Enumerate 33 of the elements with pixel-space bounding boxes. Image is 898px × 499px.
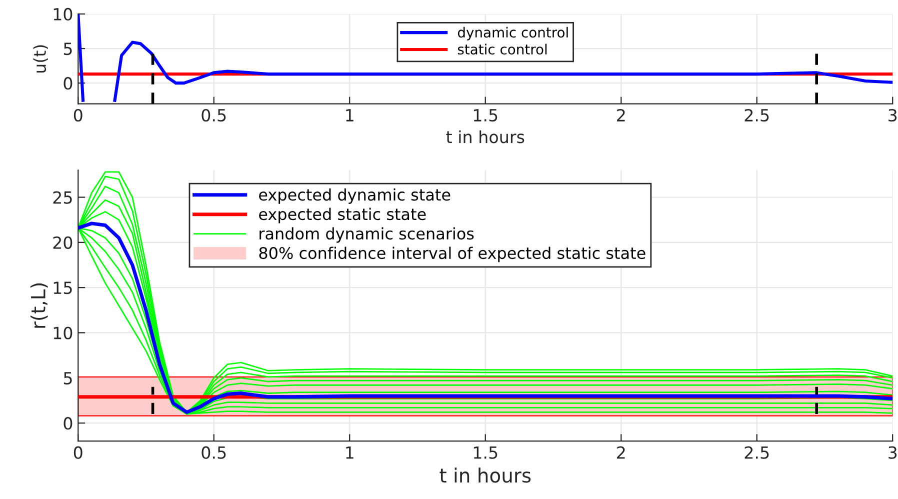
x-tick-label: 2.5 (744, 108, 769, 122)
legend-label: expected static state (259, 208, 426, 224)
y-axis-title: r(t,L) (30, 283, 48, 328)
x-tick-label: 1.5 (474, 446, 498, 459)
y-tick-label: 15 (54, 282, 72, 294)
y-axis-title: u(t) (33, 45, 48, 73)
legend-label: dynamic control (458, 26, 568, 40)
y-tick-label: 0 (64, 77, 72, 90)
x-tick-label: 2 (617, 446, 625, 459)
x-tick-label: 1.5 (474, 109, 498, 122)
x-tick-label: 1 (346, 109, 354, 122)
x-tick-label: 2.5 (744, 446, 769, 459)
x-tick-label: 0.5 (202, 446, 226, 459)
x-axis-title: t in hours (446, 130, 524, 144)
y-tick-label: 25 (53, 191, 72, 204)
y-tick-label: 10 (54, 326, 72, 340)
x-tick-label: 0.5 (202, 108, 226, 122)
y-tick-label: 20 (53, 236, 72, 249)
x-tick-label: 1 (346, 446, 354, 459)
x-tick-label: 0 (74, 446, 82, 459)
y-tick-label: 5 (64, 42, 72, 56)
legend-label: static control (458, 44, 547, 55)
legend-label: expected dynamic state (259, 188, 450, 204)
legend-label: random dynamic scenarios (260, 227, 474, 243)
x-axis-title: t in hours (440, 468, 531, 483)
y-tick-label: 0 (64, 417, 72, 430)
x-tick-label: 2 (617, 108, 625, 122)
y-tick-label: 10 (54, 8, 72, 21)
x-tick-label: 0 (74, 108, 82, 122)
legend-label: 80% confidence interval of expected static state (259, 246, 646, 262)
x-tick-label: 3 (888, 446, 897, 459)
x-tick-label: 3 (888, 108, 897, 122)
y-tick-label: 5 (64, 372, 72, 384)
